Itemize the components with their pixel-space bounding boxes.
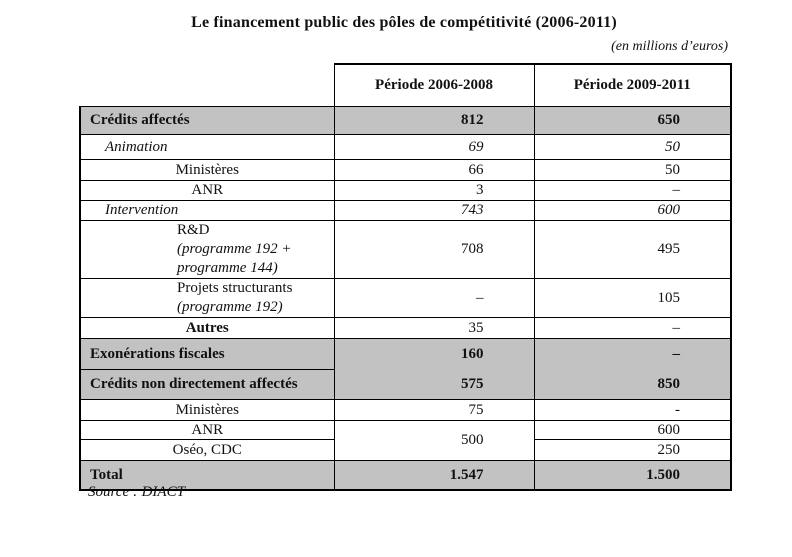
row-label: Animation	[79, 134, 335, 160]
page-title: Le financement public des pôles de compé…	[191, 14, 617, 31]
table-row-credits-affectes: Crédits affectés 812 650	[79, 106, 732, 135]
value-2009-2011: 50	[533, 159, 732, 181]
row-label: Ministères	[79, 159, 335, 181]
value-2006-2008: –	[333, 278, 535, 318]
value-2009-2011: 495	[533, 220, 732, 279]
projets-line1: Projets structurants	[177, 280, 293, 296]
rd-line1: R&D	[177, 222, 210, 238]
table-row-anr-2: ANR 500 600	[79, 420, 732, 461]
value-2009-2011: –	[533, 317, 732, 339]
row-label: ANR	[79, 420, 335, 440]
row-label: Crédits non directement affectés	[79, 369, 335, 400]
source-note: Source : DIACT	[88, 484, 185, 500]
table-row-ministeres-1: Ministères 66 50	[79, 159, 732, 181]
projets-line2: (programme 192)	[177, 299, 283, 315]
row-label: R&D (programme 192 + programme 144)	[79, 220, 335, 279]
value-2006-2008: 575	[333, 369, 535, 400]
units-note: (en millions d’euros)	[611, 39, 728, 54]
value-2006-2008: 75	[333, 399, 535, 421]
header-row: Période 2006-2008 Période 2009-2011	[80, 63, 732, 107]
table-row-anr-1: ANR 3 –	[79, 180, 732, 201]
value-2006-2008: 1.547	[333, 460, 535, 491]
value-2006-2008: 35	[333, 317, 535, 339]
table-row-credits-non-directement: Crédits non directement affectés 575 850	[79, 369, 732, 400]
value-2006-2008: 66	[333, 159, 535, 181]
row-label: Projets structurants (programme 192)	[79, 278, 335, 318]
rd-line2: (programme 192 +	[177, 241, 292, 257]
value-2006-2008: 3	[333, 180, 535, 201]
financing-table: Période 2006-2008 Période 2009-2011 Créd…	[79, 63, 732, 491]
value-2009-2011: –	[533, 338, 732, 370]
row-label: Oséo, CDC	[79, 439, 335, 461]
table-row-rd: R&D (programme 192 + programme 144) 708 …	[79, 220, 732, 279]
col-header-2009-2011: Période 2009-2011	[533, 63, 732, 107]
table-row-intervention: Intervention 743 600	[79, 200, 732, 221]
table-row-animation: Animation 69 50	[79, 134, 732, 160]
table-row-autres: Autres 35 –	[79, 317, 732, 339]
rd-line3: programme 144)	[177, 260, 278, 276]
table-row-projets-structurants: Projets structurants (programme 192) – 1…	[79, 278, 732, 318]
value-2009-2011: 650	[533, 106, 732, 135]
value-2009-2011: 50	[533, 134, 732, 160]
header-spacer-cell	[80, 64, 334, 107]
value-2009-2011: 600	[533, 420, 732, 440]
value-2009-2011: 250	[533, 439, 732, 461]
row-label: ANR	[79, 180, 335, 201]
value-2009-2011: 1.500	[533, 460, 732, 491]
value-2006-2008: 812	[333, 106, 535, 135]
table-row-oseo-cdc: Oséo, CDC 250	[79, 439, 732, 461]
row-label: Exonérations fiscales	[79, 338, 335, 370]
value-2006-2008: 160	[333, 338, 535, 370]
table-row-ministeres-2: Ministères 75 -	[79, 399, 732, 421]
col-header-2006-2008: Période 2006-2008	[333, 63, 535, 107]
value-2006-2008: 69	[333, 134, 535, 160]
value-2006-2008-merged: 500	[333, 420, 535, 461]
value-2006-2008: 708	[333, 220, 535, 279]
row-label: Total	[79, 460, 335, 491]
value-2009-2011: 600	[533, 200, 732, 221]
row-label: Autres	[79, 317, 335, 339]
row-label: Ministères	[79, 399, 335, 421]
value-2006-2008: 743	[333, 200, 535, 221]
row-label: Intervention	[79, 200, 335, 221]
value-2009-2011: –	[533, 180, 732, 201]
table-row-exonerations-fiscales: Exonérations fiscales 160 –	[79, 338, 732, 370]
row-label: Crédits affectés	[79, 106, 335, 135]
table-row-total: Total 1.547 1.500	[79, 460, 732, 491]
value-2009-2011: 850	[533, 369, 732, 400]
value-2009-2011: 105	[533, 278, 732, 318]
value-2009-2011: -	[533, 399, 732, 421]
